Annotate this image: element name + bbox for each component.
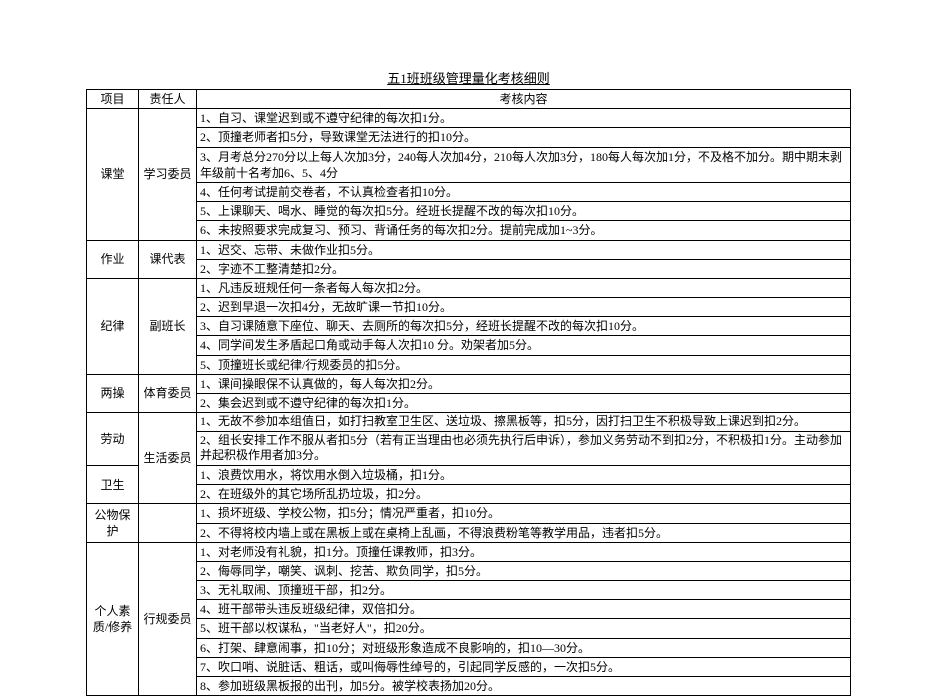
content-cell: 3、无礼取闹、顶撞班干部，扣2分。 — [197, 581, 851, 600]
project-cell: 公物保护 — [87, 504, 139, 542]
project-cell: 纪律 — [87, 278, 139, 374]
content-cell: 6、未按照要求完成复习、预习、背诵任务的每次扣2分。提前完成加1~3分。 — [197, 221, 851, 240]
project-cell: 劳动 — [87, 413, 139, 466]
content-cell: 2、组长安排工作不服从者扣5分（若有正当理由也必须先执行后申诉），参加义务劳动不… — [197, 431, 851, 465]
assessment-table: 项目责任人考核内容课堂学习委员1、自习、课堂迟到或不遵守纪律的每次扣1分。2、顶… — [86, 89, 851, 696]
content-cell: 7、吹口哨、说脏话、粗话，或叫侮辱性绰号的，引起同学反感的，一次扣5分。 — [197, 657, 851, 676]
content-cell: 2、集会迟到或不遵守纪律的每次扣1分。 — [197, 394, 851, 413]
person-cell: 副班长 — [139, 278, 197, 374]
content-cell: 1、迟交、忘带、未做作业扣5分。 — [197, 240, 851, 259]
content-cell: 1、浪费饮用水，将饮用水倒入垃圾桶，扣1分。 — [197, 465, 851, 484]
content-cell: 2、不得将校内墙上或在黑板上或在桌椅上乱画，不得浪费粉笔等教学用品，违者扣5分。 — [197, 523, 851, 542]
page-title: 五1班班级管理量化考核细则 — [86, 68, 851, 87]
content-cell: 1、凡违反班规任何一条者每人每次扣2分。 — [197, 278, 851, 297]
content-cell: 5、班干部以权谋私，"当老好人"，扣20分。 — [197, 619, 851, 638]
content-cell: 2、顶撞老师者扣5分，导致课堂无法进行的扣10分。 — [197, 128, 851, 147]
header-project: 项目 — [87, 90, 139, 109]
project-cell: 课堂 — [87, 109, 139, 240]
person-cell: 生活委员 — [139, 413, 197, 504]
content-cell: 4、班干部带头违反班级纪律，双倍扣分。 — [197, 600, 851, 619]
project-cell: 作业 — [87, 240, 139, 278]
person-cell: 课代表 — [139, 240, 197, 278]
content-cell: 1、无故不参加本组值日，如打扫教室卫生区、送垃圾、擦黑板等，扣5分，因打扫卫生不… — [197, 413, 851, 432]
person-cell: 行规委员 — [139, 542, 197, 696]
person-cell: 体育委员 — [139, 374, 197, 412]
project-cell: 两操 — [87, 374, 139, 412]
header-person: 责任人 — [139, 90, 197, 109]
content-cell: 2、侮辱同学，嘲笑、讽刺、挖苦、欺负同学，扣5分。 — [197, 561, 851, 580]
project-cell: 卫生 — [87, 465, 139, 503]
content-cell: 1、自习、课堂迟到或不遵守纪律的每次扣1分。 — [197, 109, 851, 128]
content-cell: 2、迟到早退一次扣4分，无故旷课一节扣10分。 — [197, 298, 851, 317]
person-cell — [139, 504, 197, 542]
project-cell: 个人素质/修养 — [87, 542, 139, 696]
content-cell: 4、同学间发生矛盾起口角或动手每人次扣10 分。劝架者加5分。 — [197, 336, 851, 355]
content-cell: 6、打架、肆意闹事，扣10分；对班级形象造成不良影响的，扣10—30分。 — [197, 638, 851, 657]
content-cell: 1、对老师没有礼貌，扣1分。顶撞任课教师，扣3分。 — [197, 542, 851, 561]
content-cell: 5、顶撞班长或纪律/行规委员的扣5分。 — [197, 355, 851, 374]
content-cell: 1、损坏班级、学校公物，扣5分；情况严重者，扣10分。 — [197, 504, 851, 523]
header-content: 考核内容 — [197, 90, 851, 109]
content-cell: 3、月考总分270分以上每人次加3分，240每人次加4分，210每人次加3分，1… — [197, 147, 851, 182]
content-cell: 3、自习课随意下座位、聊天、去厕所的每次扣5分，经班长提醒不改的每次扣10分。 — [197, 317, 851, 336]
content-cell: 4、任何考试提前交卷者，不认真检查者扣10分。 — [197, 182, 851, 201]
person-cell: 学习委员 — [139, 109, 197, 240]
content-cell: 1、课间操眼保不认真做的，每人每次扣2分。 — [197, 374, 851, 393]
content-cell: 5、上课聊天、喝水、睡觉的每次扣5分。经班长提醒不改的每次扣10分。 — [197, 202, 851, 221]
content-cell: 2、在班级外的其它场所乱扔垃圾，扣2分。 — [197, 485, 851, 504]
content-cell: 8、参加班级黑板报的出刊，加5分。被学校表扬加20分。 — [197, 677, 851, 696]
content-cell: 2、字迹不工整清楚扣2分。 — [197, 259, 851, 278]
